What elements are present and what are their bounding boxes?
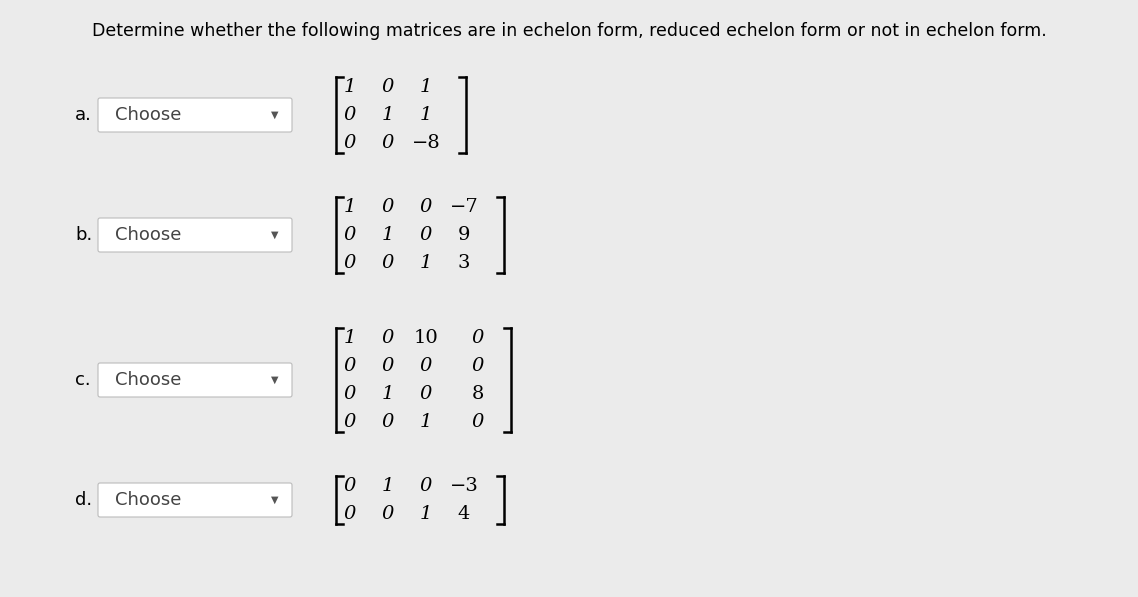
Text: 1: 1 [344, 329, 356, 347]
Text: b.: b. [75, 226, 92, 244]
Text: 0: 0 [344, 385, 356, 403]
Text: 8: 8 [472, 385, 484, 403]
Text: 0: 0 [420, 226, 432, 244]
Text: 0: 0 [344, 254, 356, 272]
Text: 0: 0 [382, 254, 394, 272]
Text: −7: −7 [450, 198, 478, 216]
Text: a.: a. [75, 106, 92, 124]
Text: 1: 1 [344, 198, 356, 216]
FancyBboxPatch shape [98, 218, 292, 252]
Text: 0: 0 [344, 357, 356, 375]
FancyBboxPatch shape [98, 483, 292, 517]
Text: Choose: Choose [115, 371, 181, 389]
Text: 1: 1 [382, 226, 394, 244]
Text: 1: 1 [382, 385, 394, 403]
Text: −8: −8 [412, 134, 440, 152]
FancyBboxPatch shape [98, 98, 292, 132]
Text: Choose: Choose [115, 491, 181, 509]
Text: 0: 0 [344, 226, 356, 244]
Text: 1: 1 [420, 78, 432, 96]
Text: ▼: ▼ [271, 375, 279, 385]
Text: 4: 4 [457, 505, 470, 523]
Text: 3: 3 [457, 254, 470, 272]
Text: 10: 10 [413, 329, 438, 347]
Text: 0: 0 [344, 413, 356, 431]
Text: c.: c. [75, 371, 91, 389]
Text: 0: 0 [472, 413, 484, 431]
Text: 1: 1 [420, 106, 432, 124]
Text: 0: 0 [420, 477, 432, 495]
FancyBboxPatch shape [98, 363, 292, 397]
Text: 0: 0 [382, 413, 394, 431]
Text: −3: −3 [450, 477, 478, 495]
Text: 0: 0 [382, 505, 394, 523]
Text: Choose: Choose [115, 226, 181, 244]
Text: 1: 1 [420, 413, 432, 431]
Text: 1: 1 [382, 477, 394, 495]
Text: d.: d. [75, 491, 92, 509]
Text: 0: 0 [344, 477, 356, 495]
Text: 1: 1 [420, 254, 432, 272]
Text: 0: 0 [382, 357, 394, 375]
Text: 0: 0 [382, 134, 394, 152]
Text: 0: 0 [382, 198, 394, 216]
Text: Choose: Choose [115, 106, 181, 124]
Text: 0: 0 [472, 357, 484, 375]
Text: ▼: ▼ [271, 495, 279, 505]
Text: Determine whether the following matrices are in echelon form, reduced echelon fo: Determine whether the following matrices… [92, 22, 1046, 40]
Text: 0: 0 [382, 329, 394, 347]
Text: 0: 0 [344, 106, 356, 124]
Text: 0: 0 [382, 78, 394, 96]
Text: 1: 1 [344, 78, 356, 96]
Text: 9: 9 [457, 226, 470, 244]
Text: 0: 0 [344, 134, 356, 152]
Text: 0: 0 [420, 385, 432, 403]
Text: 0: 0 [420, 357, 432, 375]
Text: 0: 0 [420, 198, 432, 216]
Text: 1: 1 [420, 505, 432, 523]
Text: 1: 1 [382, 106, 394, 124]
Text: 0: 0 [344, 505, 356, 523]
Text: ▼: ▼ [271, 230, 279, 240]
Text: ▼: ▼ [271, 110, 279, 120]
Text: 0: 0 [472, 329, 484, 347]
